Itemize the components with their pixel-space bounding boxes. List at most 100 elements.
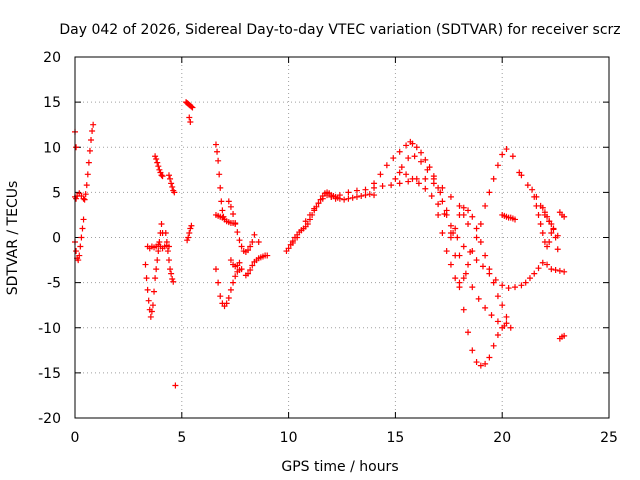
data-point (548, 229, 555, 236)
data-point (353, 187, 360, 194)
data-point (486, 266, 493, 273)
data-point (186, 114, 193, 121)
data-point (541, 209, 548, 216)
data-point (162, 229, 169, 236)
data-point (149, 302, 156, 309)
data-point (518, 172, 525, 179)
data-point (409, 175, 416, 182)
data-point (437, 189, 444, 196)
x-tick-labels: 0 5 10 15 20 25 (71, 430, 618, 446)
data-point (249, 262, 256, 269)
series-arc-26 (435, 146, 510, 291)
data-point (422, 156, 429, 163)
data-point (488, 312, 495, 319)
data-point (392, 175, 399, 182)
data-point (469, 213, 476, 220)
data-point (469, 248, 476, 255)
data-point (447, 261, 454, 268)
data-point (324, 192, 331, 199)
data-point (418, 158, 425, 165)
data-point (537, 220, 544, 227)
data-point (548, 220, 555, 227)
data-point (460, 243, 467, 250)
data-point (147, 313, 154, 320)
data-point (154, 257, 161, 264)
data-point (212, 266, 219, 273)
data-point (482, 360, 489, 367)
data-point (529, 186, 536, 193)
data-point (171, 189, 178, 196)
data-point (539, 204, 546, 211)
series-arc-30 (516, 169, 525, 179)
data-point (501, 322, 508, 329)
y-tick-label: -5 (47, 276, 61, 292)
x-tick-label: 10 (280, 430, 298, 446)
data-point (358, 192, 365, 199)
data-point (499, 282, 506, 289)
data-point (531, 193, 538, 200)
data-point (490, 175, 497, 182)
data-point (435, 201, 442, 208)
series-arc-10 (183, 99, 196, 111)
data-point (447, 222, 454, 229)
data-point (86, 147, 93, 154)
data-point (441, 211, 448, 218)
data-point (548, 266, 555, 273)
data-point (188, 222, 195, 229)
data-point (345, 195, 352, 202)
data-point (512, 216, 519, 223)
data-point (227, 257, 234, 264)
data-point (77, 243, 84, 250)
data-point (187, 225, 194, 232)
data-point (544, 243, 551, 250)
data-point (214, 148, 221, 155)
y-tick-label: 15 (43, 95, 61, 111)
data-point (503, 313, 510, 320)
data-point (452, 225, 459, 232)
data-point (552, 266, 559, 273)
data-point (383, 162, 390, 169)
data-point (232, 220, 239, 227)
data-point (144, 286, 151, 293)
data-point (142, 261, 149, 268)
data-point (156, 166, 163, 173)
data-point (499, 302, 506, 309)
data-point (236, 237, 243, 244)
data-point (294, 234, 301, 241)
data-point (311, 205, 318, 212)
data-point (152, 153, 159, 160)
data-point (341, 196, 348, 203)
data-point (422, 185, 429, 192)
data-point (477, 362, 484, 369)
series-arc-24 (392, 153, 508, 329)
data-point (456, 211, 463, 218)
data-point (255, 239, 262, 246)
data-point (349, 194, 356, 201)
data-point (247, 266, 254, 273)
data-point (482, 304, 489, 311)
data-point (522, 279, 529, 286)
data-point (247, 243, 254, 250)
data-point (186, 229, 193, 236)
data-point (494, 318, 501, 325)
data-point (159, 173, 166, 180)
data-point (460, 306, 467, 313)
data-point (169, 276, 176, 283)
data-point (145, 297, 152, 304)
data-point (217, 293, 224, 300)
data-point (88, 137, 95, 144)
data-point (490, 342, 497, 349)
data-point (396, 169, 403, 176)
data-point (80, 195, 87, 202)
data-point (447, 234, 454, 241)
data-point (215, 279, 222, 286)
data-point (238, 243, 245, 250)
series-arc-31 (518, 259, 568, 289)
data-point (544, 213, 551, 220)
data-point (443, 248, 450, 255)
data-point (473, 225, 480, 232)
data-point (336, 192, 343, 199)
data-point (456, 202, 463, 209)
series-arc-08 (162, 229, 177, 285)
x-tick-label: 0 (71, 430, 80, 446)
